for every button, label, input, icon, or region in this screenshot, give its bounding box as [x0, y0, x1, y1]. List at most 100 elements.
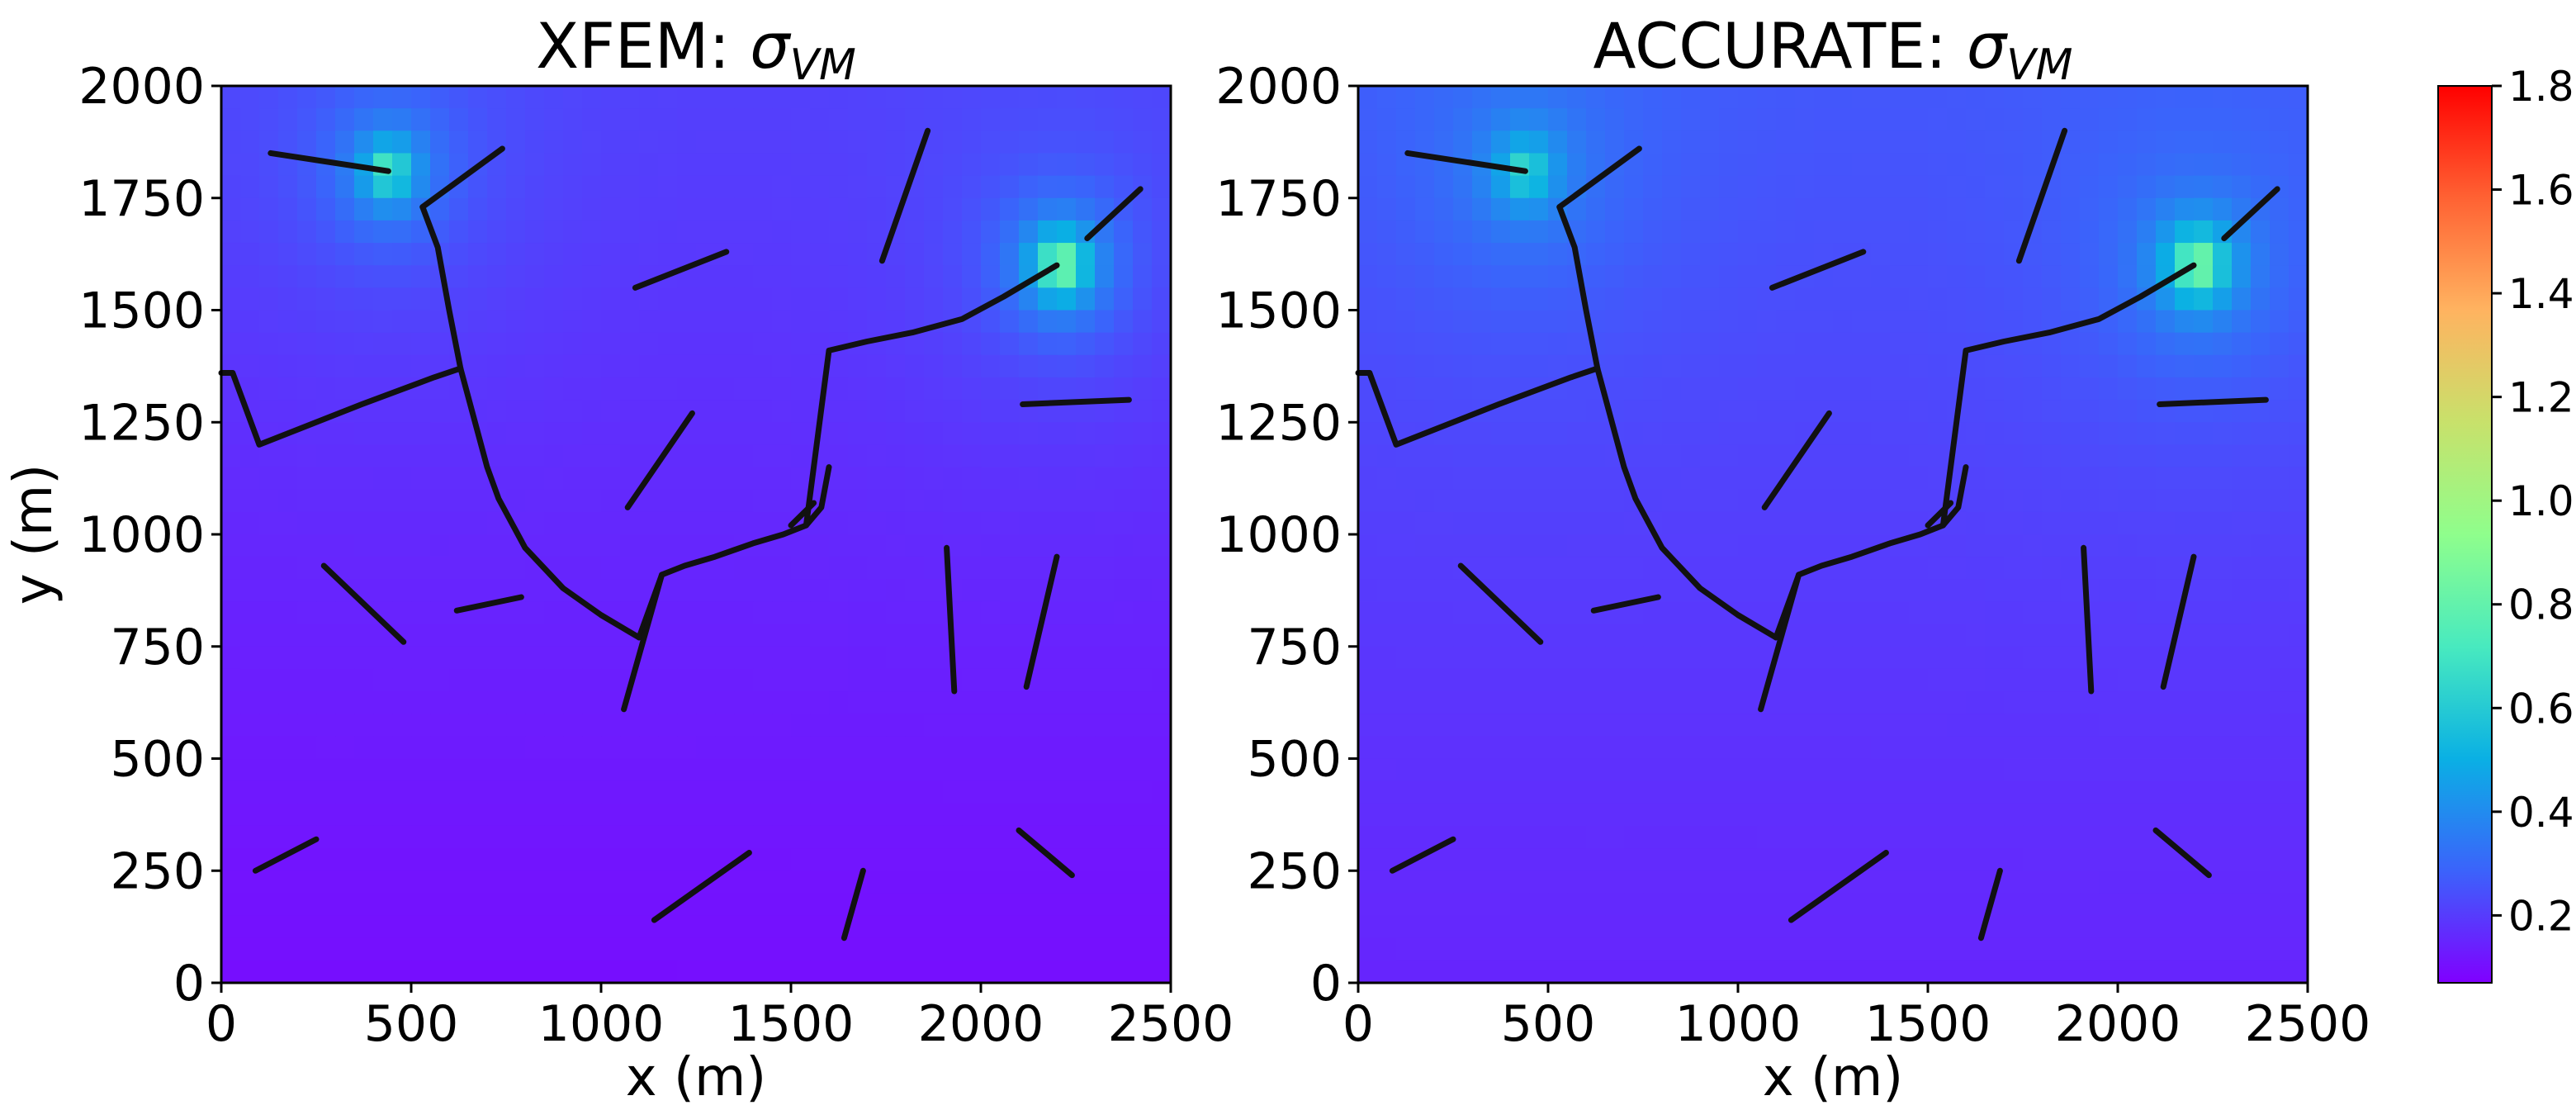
field-cell	[1662, 937, 1682, 961]
field-cell	[715, 265, 735, 288]
field-cell	[2270, 108, 2290, 131]
field-cell	[1567, 511, 1587, 535]
field-cell	[1472, 332, 1492, 356]
field-cell	[2232, 646, 2252, 670]
field-cell	[696, 893, 716, 917]
field-cell	[1510, 937, 1530, 961]
field-cell	[1605, 937, 1625, 961]
field-cell	[2194, 624, 2214, 648]
field-cell	[848, 197, 868, 221]
field-cell	[259, 870, 279, 894]
field-cell	[1890, 265, 1910, 288]
field-cell	[601, 803, 621, 827]
field-cell	[525, 400, 545, 423]
field-cell	[2137, 557, 2157, 580]
field-cell	[2232, 937, 2252, 961]
field-cell	[2156, 243, 2176, 266]
title-subscript: VM	[2006, 40, 2072, 90]
field-cell	[525, 489, 545, 513]
field-cell	[1795, 937, 1815, 961]
field-cell	[2289, 534, 2308, 557]
field-cell	[867, 758, 887, 782]
field-cell	[2099, 646, 2119, 670]
field-cell	[1738, 400, 1758, 423]
field-cell	[1738, 130, 1758, 154]
field-cell	[354, 534, 374, 557]
field-cell	[981, 714, 1001, 737]
field-cell	[1871, 893, 1891, 917]
field-cell	[696, 377, 716, 401]
field-cell	[2213, 243, 2233, 266]
field-cell	[335, 422, 355, 445]
field-cell	[2061, 422, 2081, 445]
field-cell	[658, 579, 678, 603]
field-cell	[1548, 870, 1568, 894]
field-cell	[1795, 870, 1815, 894]
field-cell	[658, 736, 678, 760]
field-cell	[582, 780, 602, 804]
field-cell	[1434, 220, 1454, 244]
field-cell	[2289, 736, 2308, 760]
field-cell	[411, 400, 431, 423]
field-cell	[240, 646, 260, 670]
field-cell	[563, 646, 583, 670]
field-cell	[734, 668, 754, 692]
field-cell	[772, 265, 792, 288]
field-cell	[1095, 332, 1115, 356]
field-cell	[753, 668, 773, 692]
field-cell	[430, 848, 450, 871]
field-cell	[430, 714, 450, 737]
field-cell	[2251, 220, 2271, 244]
field-cell	[1510, 354, 1530, 378]
field-cell	[1928, 243, 1948, 266]
field-cell	[2232, 691, 2252, 714]
field-cell	[639, 691, 659, 714]
field-cell	[715, 197, 735, 221]
field-cell	[943, 758, 963, 782]
field-cell	[2042, 646, 2062, 670]
field-cell	[1719, 108, 1739, 131]
field-cell	[1719, 915, 1739, 939]
field-cell	[1928, 220, 1948, 244]
field-cell	[2232, 714, 2252, 737]
field-cell	[2023, 467, 2043, 491]
field-cell	[829, 130, 849, 154]
field-cell	[259, 265, 279, 288]
field-cell	[2213, 310, 2233, 334]
field-cell	[297, 848, 317, 871]
field-cell	[1453, 736, 1473, 760]
field-cell	[1700, 534, 1720, 557]
field-cell	[1152, 668, 1172, 692]
field-cell	[525, 511, 545, 535]
field-cell	[1795, 287, 1815, 311]
field-cell	[1529, 937, 1549, 961]
field-cell	[354, 960, 374, 984]
field-cell	[2099, 960, 2119, 984]
field-cell	[886, 175, 906, 199]
field-cell	[506, 354, 526, 378]
field-cell	[1548, 825, 1568, 849]
field-cell	[259, 310, 279, 334]
field-cell	[1833, 444, 1853, 468]
field-cell	[658, 534, 678, 557]
field-cell	[1000, 467, 1020, 491]
field-cell	[1434, 108, 1454, 131]
field-cell	[2289, 377, 2308, 401]
field-cell	[962, 86, 982, 109]
field-cell	[2270, 310, 2290, 334]
field-cell	[639, 354, 659, 378]
field-cell	[1510, 534, 1530, 557]
field-cell	[392, 467, 412, 491]
field-cell	[2061, 937, 2081, 961]
field-cell	[1985, 265, 2005, 288]
field-cell	[1966, 400, 1986, 423]
field-cell	[563, 243, 583, 266]
field-cell	[2289, 714, 2308, 737]
field-cell	[1415, 108, 1435, 131]
field-cell	[981, 377, 1001, 401]
field-cell	[2175, 893, 2195, 917]
field-cell	[1567, 646, 1587, 670]
field-cell	[373, 893, 393, 917]
field-cell	[2099, 758, 2119, 782]
field-cell	[2251, 354, 2271, 378]
